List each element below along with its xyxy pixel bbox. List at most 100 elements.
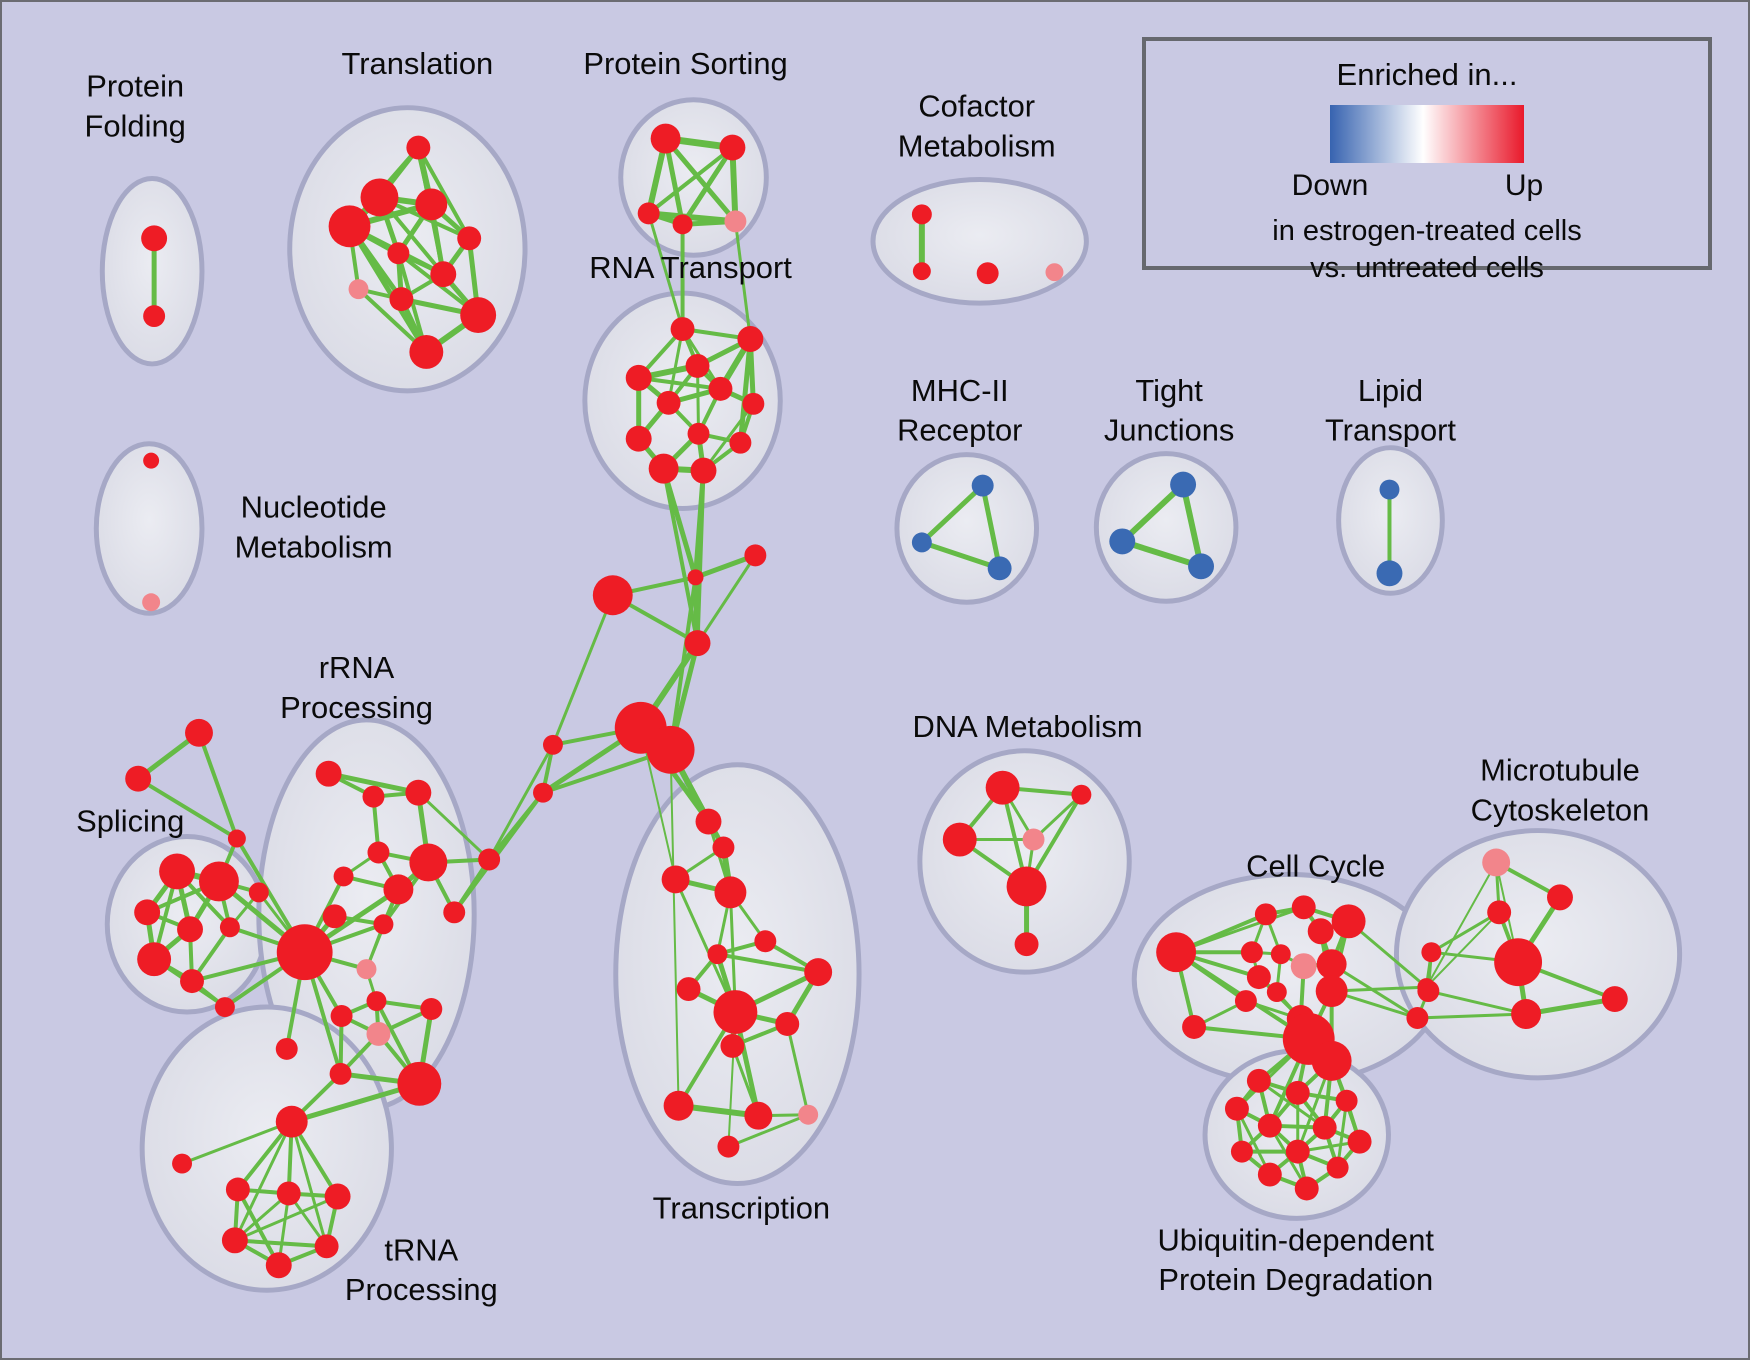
node-c8[interactable] [533, 782, 553, 803]
node-n1[interactable] [143, 452, 160, 469]
node-x11[interactable] [720, 1033, 745, 1058]
node-x9[interactable] [713, 990, 758, 1034]
node-c2[interactable] [744, 544, 767, 567]
node-cc3[interactable] [1307, 918, 1334, 945]
node-cc4[interactable] [1331, 904, 1366, 939]
node-tr4[interactable] [221, 1227, 248, 1254]
node-t6[interactable] [387, 242, 410, 265]
node-cf2[interactable] [912, 262, 931, 281]
node-lp2[interactable] [1376, 560, 1403, 587]
node-r2[interactable] [362, 785, 385, 808]
node-cc16[interactable] [1311, 1040, 1352, 1081]
node-u11[interactable] [1257, 1162, 1282, 1187]
node-u2[interactable] [1285, 1080, 1310, 1105]
node-sa3[interactable] [227, 829, 246, 848]
node-r10[interactable] [356, 959, 377, 980]
node-mt4[interactable] [1417, 980, 1440, 1003]
node-u4[interactable] [1224, 1096, 1249, 1121]
node-x4[interactable] [714, 876, 747, 909]
node-s2[interactable] [198, 861, 239, 902]
node-sa1[interactable] [185, 718, 213, 747]
node-s3[interactable] [134, 899, 161, 926]
node-rt12[interactable] [690, 457, 717, 484]
node-t9[interactable] [389, 287, 414, 312]
node-cf1[interactable] [911, 204, 932, 225]
node-r7[interactable] [383, 874, 414, 905]
node-mtp[interactable] [1482, 848, 1511, 877]
node-ps4[interactable] [672, 214, 693, 235]
node-tj3[interactable] [1188, 553, 1214, 580]
node-u1[interactable] [1246, 1068, 1271, 1093]
node-m3[interactable] [987, 556, 1012, 581]
node-r19[interactable] [443, 901, 466, 924]
node-d6[interactable] [1014, 932, 1039, 957]
node-d3[interactable] [942, 822, 977, 857]
node-rhub[interactable] [276, 924, 333, 981]
node-u12[interactable] [1294, 1176, 1319, 1201]
node-rt5[interactable] [708, 376, 733, 401]
node-pf1[interactable] [141, 225, 168, 252]
node-c4[interactable] [684, 630, 711, 657]
node-u5[interactable] [1257, 1113, 1282, 1138]
node-d2[interactable] [1071, 784, 1092, 805]
node-t1[interactable] [406, 135, 431, 160]
node-tr3[interactable] [324, 1183, 351, 1210]
node-cc6[interactable] [1270, 944, 1291, 965]
node-x13[interactable] [744, 1101, 773, 1130]
node-cc1[interactable] [1254, 903, 1277, 926]
node-s5[interactable] [219, 917, 240, 938]
node-x1[interactable] [695, 808, 722, 835]
node-rt6[interactable] [656, 390, 681, 415]
node-d4[interactable] [1022, 828, 1045, 851]
node-d1[interactable] [985, 770, 1020, 805]
node-r12[interactable] [330, 1005, 353, 1027]
node-cc9[interactable] [1246, 965, 1271, 990]
node-t10[interactable] [460, 297, 497, 334]
node-cf3[interactable] [976, 262, 999, 285]
node-r6[interactable] [409, 843, 448, 882]
node-r18[interactable] [478, 848, 501, 871]
node-s8[interactable] [214, 997, 235, 1018]
node-b2[interactable] [1406, 1007, 1429, 1029]
node-cc13[interactable] [1315, 975, 1348, 1008]
node-x10[interactable] [775, 1012, 800, 1036]
node-x7[interactable] [804, 958, 833, 987]
node-x14[interactable] [798, 1104, 819, 1125]
node-cf4[interactable] [1045, 263, 1064, 282]
node-c6[interactable] [646, 725, 695, 774]
node-r3[interactable] [405, 779, 432, 806]
node-cc7[interactable] [1290, 953, 1317, 980]
node-tr5[interactable] [314, 1234, 339, 1259]
node-t3[interactable] [415, 188, 448, 221]
node-mt3[interactable] [1421, 942, 1442, 963]
node-rt7[interactable] [742, 392, 765, 415]
node-cc8[interactable] [1316, 949, 1347, 980]
node-mt2[interactable] [1487, 900, 1512, 925]
node-ps5[interactable] [724, 210, 747, 233]
node-t5[interactable] [457, 226, 482, 251]
node-t7[interactable] [430, 261, 457, 288]
node-cc5[interactable] [1240, 941, 1263, 964]
node-r17[interactable] [397, 1061, 442, 1106]
node-pf2[interactable] [143, 305, 166, 328]
node-m2[interactable] [911, 532, 932, 553]
node-t11[interactable] [409, 335, 444, 369]
node-tj2[interactable] [1109, 528, 1136, 555]
node-ps2[interactable] [719, 134, 746, 161]
node-s1[interactable] [159, 853, 196, 890]
node-x3[interactable] [661, 865, 690, 894]
node-rt1[interactable] [670, 317, 695, 341]
node-tr_hub[interactable] [275, 1105, 308, 1138]
node-tr1[interactable] [225, 1177, 250, 1202]
node-tr_lone[interactable] [172, 1153, 193, 1174]
node-mt1[interactable] [1547, 884, 1573, 911]
node-lp1[interactable] [1379, 479, 1400, 500]
node-c7[interactable] [542, 734, 563, 755]
node-u9[interactable] [1285, 1139, 1310, 1164]
node-x6[interactable] [707, 944, 728, 965]
node-r8[interactable] [322, 904, 347, 929]
node-s6[interactable] [137, 942, 172, 977]
node-x2[interactable] [712, 836, 735, 859]
node-ps1[interactable] [650, 123, 681, 154]
node-rt3[interactable] [685, 353, 710, 378]
